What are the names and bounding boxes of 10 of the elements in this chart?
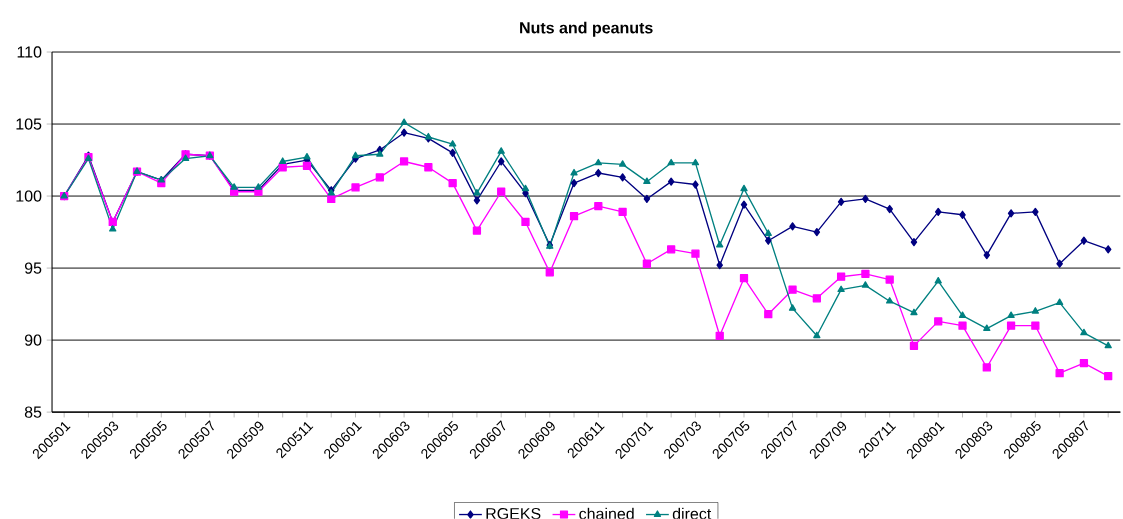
y-tick-label: 85	[24, 406, 42, 418]
chart-title: Nuts and peanuts	[520, 21, 653, 37]
y-tick-label: 90	[24, 334, 42, 346]
y-tick-label: 100	[16, 190, 42, 202]
y-tick-label: 110	[17, 46, 42, 58]
y-tick-label: 95	[24, 262, 42, 274]
legend-label: RGEKS	[486, 508, 541, 519]
legend-label: chained	[579, 507, 634, 519]
y-tick-label: 105	[16, 118, 42, 130]
legend-label: direct	[672, 507, 712, 519]
